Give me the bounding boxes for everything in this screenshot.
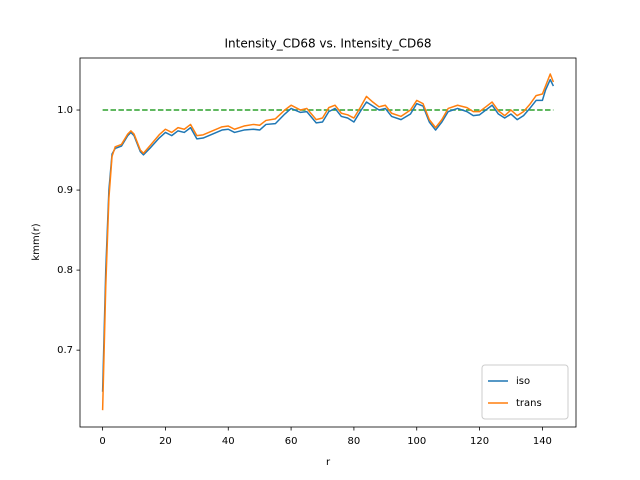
line-series	[101, 78, 555, 392]
legend-box	[481, 364, 569, 420]
y-axis-label: kmm(r)	[31, 223, 42, 260]
y-tick-label: 0.7	[57, 345, 73, 356]
x-tick-label: 20	[159, 436, 172, 447]
x-tick-label: 60	[285, 436, 298, 447]
x-tick-label: 100	[407, 436, 426, 447]
y-tick-label: 1.0	[57, 105, 73, 116]
y-tick-label: 0.8	[57, 265, 73, 276]
x-tick-label: 140	[533, 436, 552, 447]
legend-label: trans	[516, 398, 542, 409]
y-tick-label: 0.9	[57, 185, 73, 196]
x-tick-label: 0	[99, 436, 105, 447]
x-tick-label: 120	[470, 436, 489, 447]
legend-label: iso	[516, 376, 530, 387]
line-series	[101, 73, 555, 411]
x-tick-label: 80	[348, 436, 361, 447]
plot-frame	[79, 57, 577, 428]
x-tick-label: 40	[222, 436, 235, 447]
chart-title: Intensity_CD68 vs. Intensity_CD68	[224, 37, 431, 51]
x-axis-label: r	[326, 457, 331, 468]
